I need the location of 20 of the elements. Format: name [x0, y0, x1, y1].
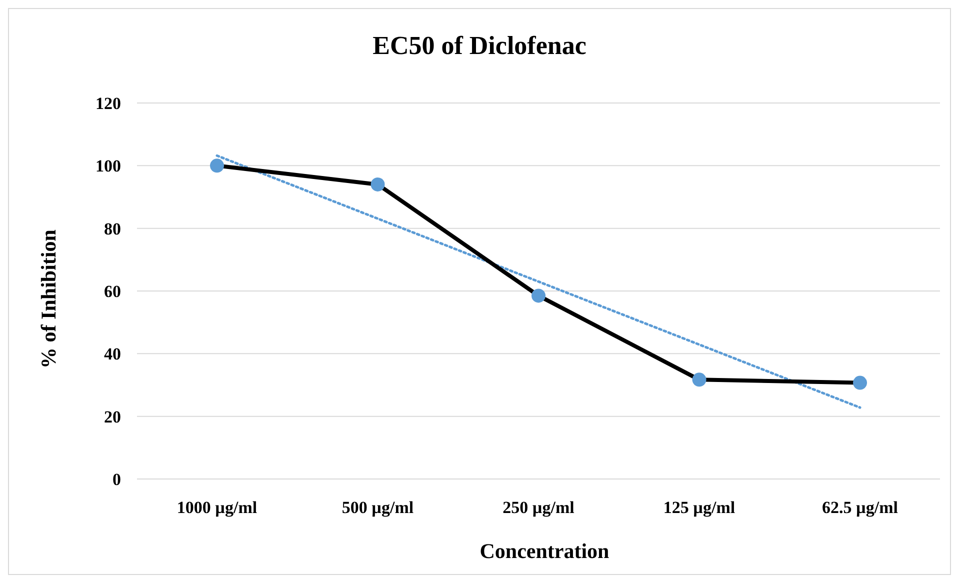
- x-axis-title: Concentration: [478, 539, 610, 564]
- x-tick-label: 62.5 µg/ml: [822, 498, 898, 518]
- y-tick-label: 40: [104, 344, 121, 364]
- point: [692, 372, 706, 387]
- y-tick-label: 80: [104, 219, 121, 238]
- y-tick-label: 60: [104, 282, 121, 302]
- y-tick-label: 20: [104, 407, 121, 426]
- y-tick-label: 100: [96, 156, 121, 176]
- x-tick-label: 500 µg/ml: [342, 498, 414, 518]
- x-tick-label: 250 µg/ml: [502, 498, 575, 518]
- point: [532, 288, 546, 303]
- x-tick-label: 125 µg/ml: [663, 498, 736, 518]
- x-tick-label: 1000 µg/ml: [176, 498, 258, 518]
- y-tick-label: 0: [112, 470, 121, 490]
- point: [853, 376, 867, 390]
- point: [210, 158, 224, 173]
- chart-title: EC50 of Diclofenac: [372, 31, 588, 61]
- point: [370, 177, 385, 192]
- y-tick-label: 120: [96, 94, 121, 114]
- y-axis-title: % of Inhibition: [36, 230, 62, 368]
